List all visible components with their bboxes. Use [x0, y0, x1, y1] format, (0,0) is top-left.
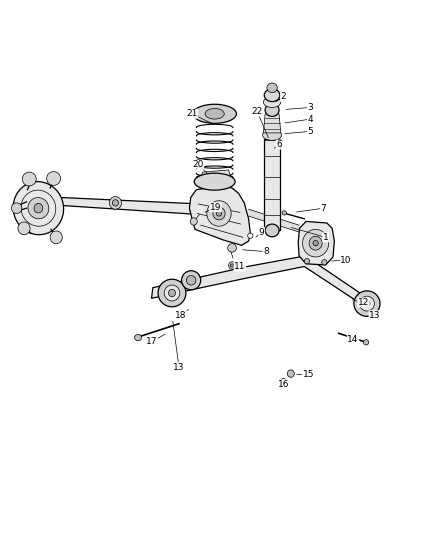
Ellipse shape	[364, 340, 369, 345]
Ellipse shape	[287, 370, 294, 377]
Text: 18: 18	[175, 311, 187, 320]
Ellipse shape	[169, 289, 176, 297]
Text: 10: 10	[340, 256, 352, 265]
Ellipse shape	[213, 207, 225, 220]
Text: 6: 6	[276, 140, 282, 149]
Ellipse shape	[207, 201, 231, 226]
Ellipse shape	[34, 204, 43, 213]
Ellipse shape	[364, 301, 370, 307]
Ellipse shape	[303, 229, 328, 257]
Text: 5: 5	[307, 127, 313, 136]
Polygon shape	[189, 186, 251, 245]
Polygon shape	[298, 221, 334, 265]
Polygon shape	[263, 114, 281, 133]
Ellipse shape	[263, 97, 281, 108]
Ellipse shape	[228, 244, 237, 252]
Text: 9: 9	[259, 228, 265, 237]
Ellipse shape	[205, 109, 224, 119]
Ellipse shape	[193, 104, 237, 123]
Ellipse shape	[360, 296, 374, 311]
Ellipse shape	[190, 217, 197, 225]
Text: 16: 16	[278, 379, 289, 389]
Ellipse shape	[164, 285, 180, 301]
Ellipse shape	[50, 231, 62, 244]
Ellipse shape	[13, 182, 64, 235]
Ellipse shape	[47, 172, 60, 185]
Ellipse shape	[248, 233, 253, 238]
Ellipse shape	[230, 264, 234, 267]
Ellipse shape	[28, 198, 49, 219]
Text: 15: 15	[303, 370, 314, 379]
Polygon shape	[201, 170, 231, 182]
Ellipse shape	[322, 260, 327, 265]
Ellipse shape	[309, 236, 322, 250]
Ellipse shape	[186, 276, 196, 285]
Text: 4: 4	[307, 115, 313, 124]
Ellipse shape	[113, 200, 118, 206]
Ellipse shape	[194, 173, 235, 190]
Ellipse shape	[134, 334, 141, 341]
Ellipse shape	[282, 211, 286, 215]
Ellipse shape	[229, 262, 236, 269]
Ellipse shape	[262, 130, 282, 140]
Ellipse shape	[354, 291, 380, 317]
Text: 14: 14	[347, 335, 359, 344]
Ellipse shape	[265, 224, 279, 237]
Polygon shape	[152, 256, 369, 309]
Polygon shape	[62, 198, 199, 215]
Ellipse shape	[216, 211, 222, 216]
Text: 17: 17	[146, 337, 157, 346]
Text: 8: 8	[263, 247, 269, 256]
Text: 19: 19	[210, 203, 221, 212]
Text: 13: 13	[369, 311, 381, 320]
Text: 3: 3	[307, 103, 313, 112]
Ellipse shape	[264, 89, 280, 102]
Ellipse shape	[182, 271, 201, 290]
Ellipse shape	[22, 172, 36, 186]
Ellipse shape	[313, 240, 318, 246]
Ellipse shape	[11, 203, 22, 214]
Text: 1: 1	[323, 233, 328, 242]
Polygon shape	[249, 209, 299, 232]
Ellipse shape	[265, 104, 279, 116]
Ellipse shape	[304, 259, 310, 264]
Text: 7: 7	[321, 204, 326, 213]
Text: 13: 13	[173, 363, 185, 372]
Text: 21: 21	[186, 109, 198, 118]
Ellipse shape	[267, 83, 277, 93]
Ellipse shape	[18, 222, 30, 235]
Ellipse shape	[110, 197, 121, 209]
Text: 2: 2	[281, 92, 286, 101]
Text: 12: 12	[358, 298, 369, 307]
Text: 20: 20	[192, 160, 204, 169]
Bar	[264, 139, 280, 230]
Ellipse shape	[158, 279, 186, 307]
Text: 22: 22	[252, 107, 263, 116]
Ellipse shape	[281, 378, 286, 384]
Text: 11: 11	[234, 262, 246, 271]
